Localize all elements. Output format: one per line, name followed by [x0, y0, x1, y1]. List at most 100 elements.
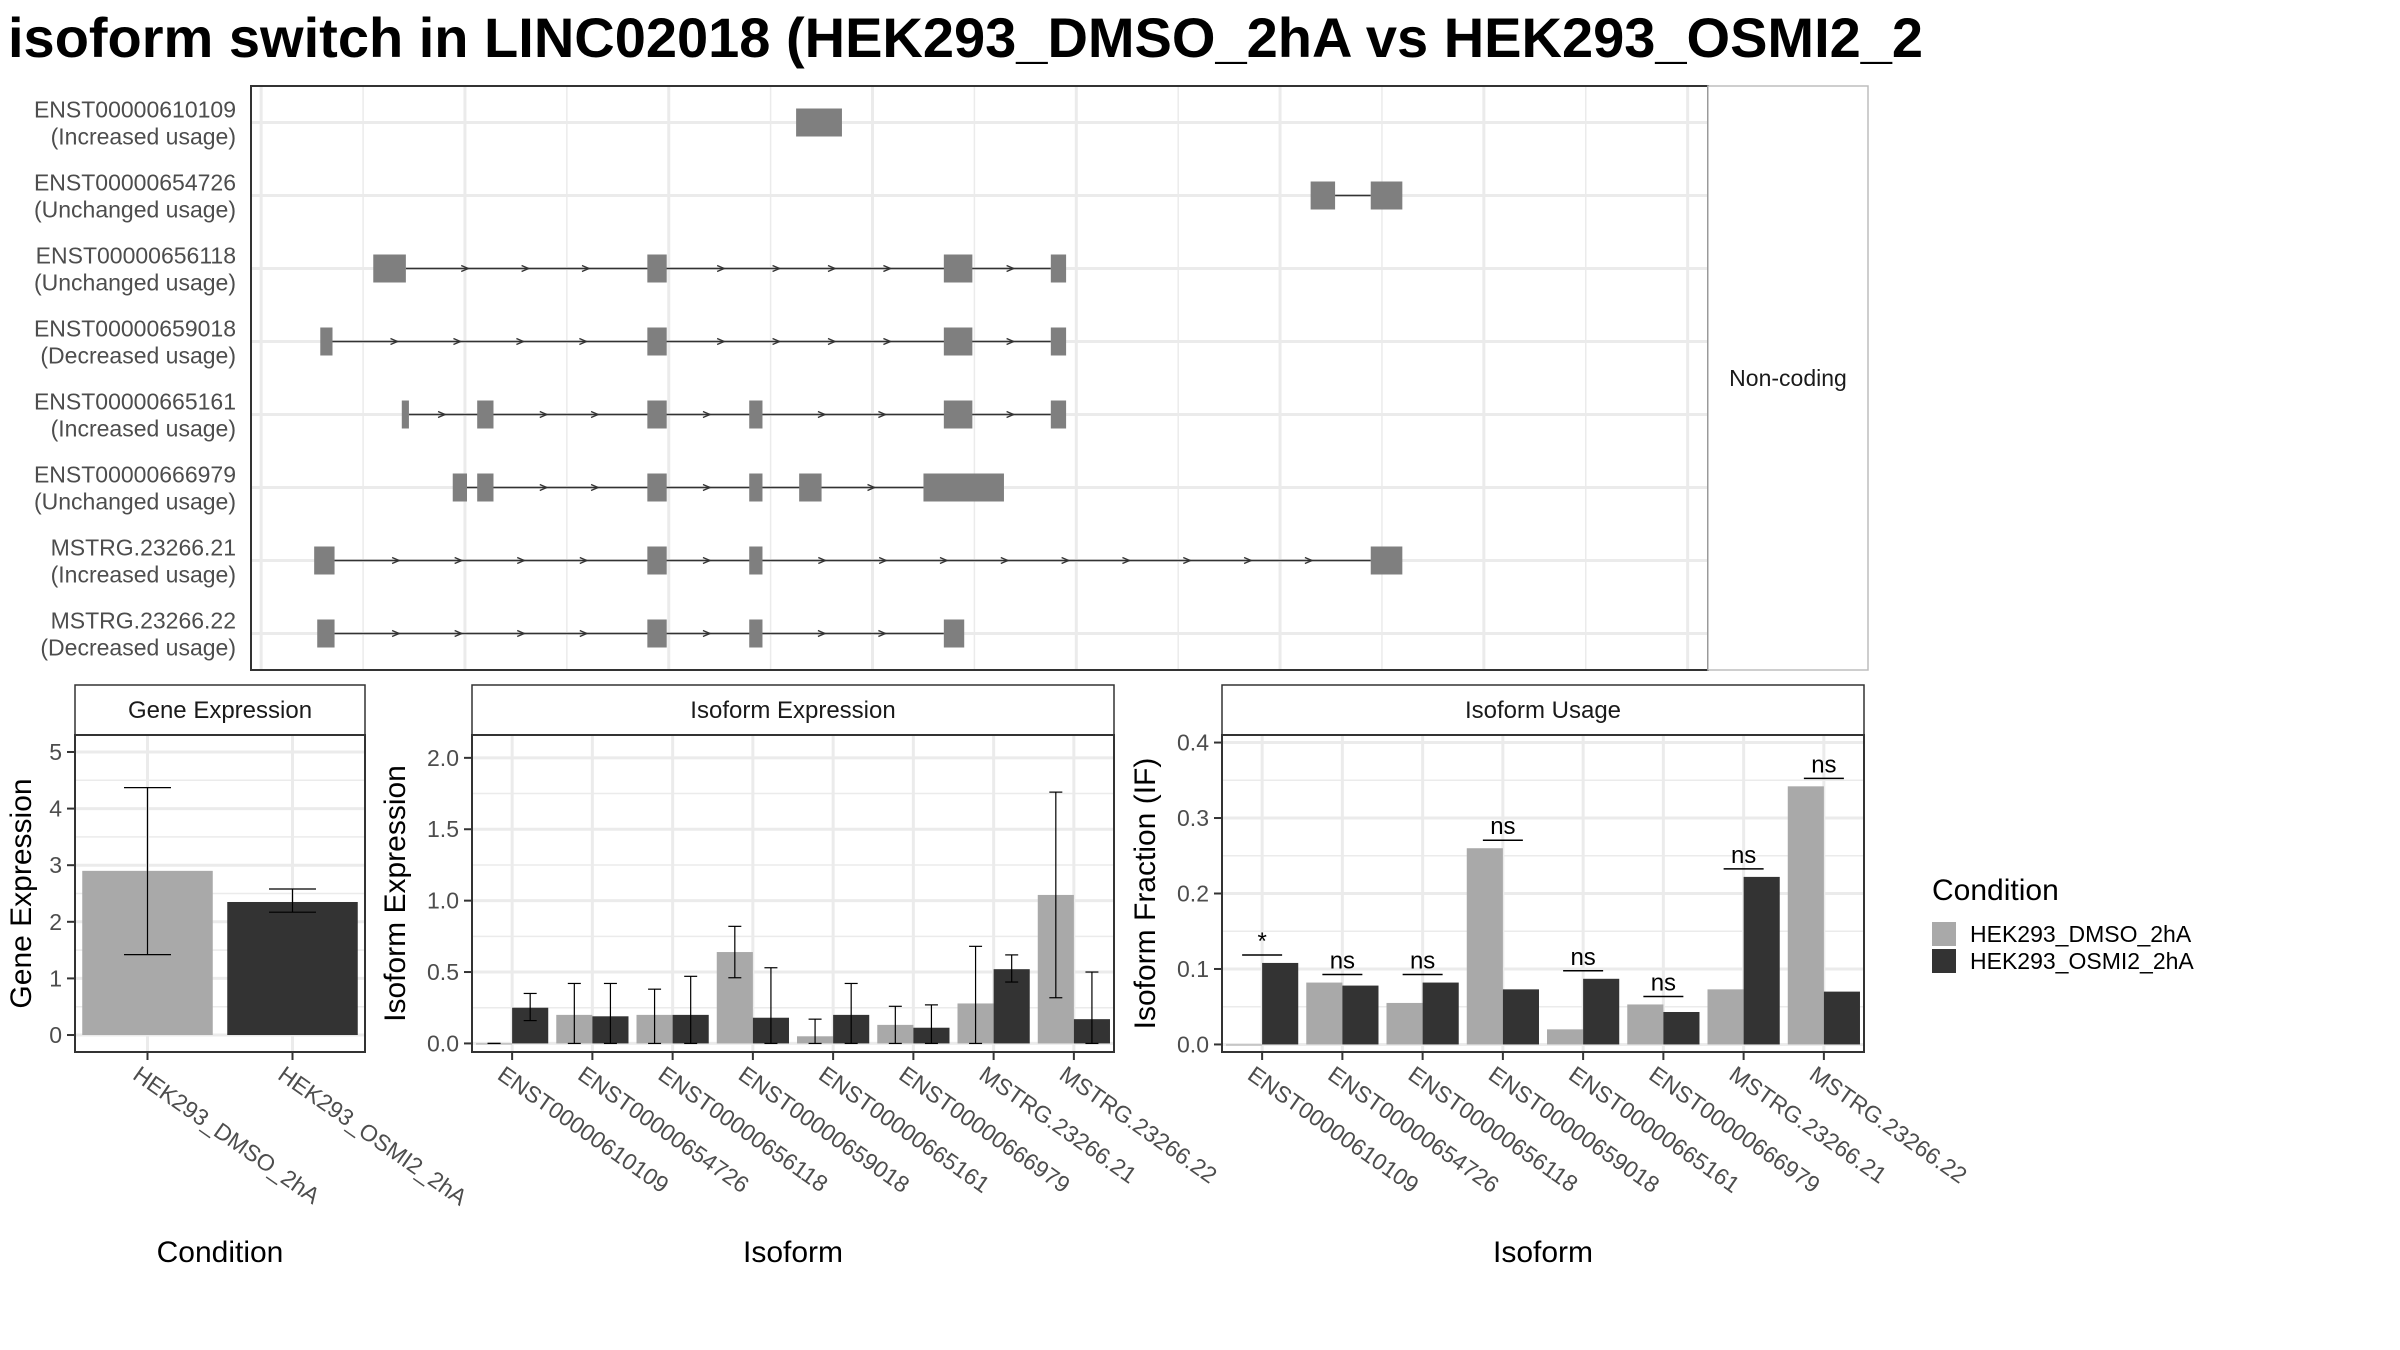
bar — [1707, 989, 1744, 1045]
exon-box — [749, 473, 763, 502]
significance-label: ns — [1570, 944, 1595, 971]
transcript-name-label: ENST00000654726 — [34, 170, 236, 196]
isoform-expression-panel: Isoform Expression0.00.51.01.52.0ENST000… — [379, 684, 1222, 1269]
bar — [1342, 985, 1379, 1045]
intron-direction-arrow — [539, 483, 549, 492]
exon-box — [943, 254, 973, 283]
x-axis-title: Isoform — [1493, 1236, 1593, 1269]
intron-direction-arrow — [1182, 556, 1193, 565]
intron-direction-arrow — [1006, 264, 1016, 273]
intron-direction-arrow — [539, 410, 549, 419]
intron-direction-arrow — [883, 264, 893, 273]
intron-direction-arrow — [878, 556, 888, 565]
transcript-name-label: ENST00000610109 — [34, 97, 236, 123]
isoform-usage-panel: Isoform Usage * ns ns ns ns ns ns ns 0.0 0.1 0.2 0.3… — [1129, 684, 1972, 1269]
intron-direction-arrow — [454, 556, 464, 565]
intron-direction-arrow — [817, 629, 827, 638]
bar — [1466, 848, 1503, 1045]
y-tick-label: 0.1 — [1177, 956, 1209, 982]
bar — [1226, 1044, 1263, 1046]
intron-direction-arrow — [1061, 556, 1071, 565]
transcript-usage-label: (Unchanged usage) — [34, 270, 236, 296]
y-tick-label: 0.3 — [1177, 805, 1209, 831]
y-tick-label: 1 — [49, 965, 62, 991]
intron-direction-arrow — [453, 337, 463, 346]
exon-box — [1370, 181, 1403, 210]
intron-direction-arrow — [772, 337, 782, 346]
exon-box — [373, 254, 406, 283]
transcript-usage-label: (Decreased usage) — [40, 343, 236, 369]
intron-direction-arrow — [818, 556, 828, 565]
exon-box — [477, 473, 494, 502]
transcript-usage-label: (Unchanged usage) — [34, 489, 236, 515]
legend-swatch — [1932, 949, 1956, 973]
exon-box — [452, 473, 468, 502]
intron-direction-arrow — [590, 410, 600, 419]
panel-strip — [471, 684, 1115, 736]
bar — [1663, 1011, 1700, 1045]
bar — [227, 901, 358, 1036]
intron-direction-arrow — [817, 410, 827, 419]
significance-label: ns — [1330, 948, 1355, 975]
y-tick-label: 0.4 — [1177, 730, 1209, 756]
intron-direction-arrow — [702, 410, 712, 419]
transcript-name-label: ENST00000656118 — [36, 243, 236, 269]
y-axis-title: Gene Expression — [5, 778, 38, 1008]
transcript-name-label: MSTRG.23266.21 — [51, 535, 236, 561]
y-tick-label: 0.0 — [1177, 1031, 1209, 1057]
exon-box — [749, 619, 763, 648]
bar — [1306, 982, 1343, 1045]
transcript-structure-panel: ENST00000610109(Increased usage)ENST0000… — [34, 85, 1869, 671]
intron-direction-arrow — [1000, 556, 1010, 565]
bar — [1583, 978, 1620, 1045]
transcript-usage-label: (Increased usage) — [51, 124, 236, 150]
panel-border — [471, 734, 1115, 1053]
structure-plot-background — [251, 86, 1708, 670]
intron-direction-arrow — [1006, 337, 1016, 346]
y-tick-label: 5 — [49, 739, 62, 765]
y-axis-title: Isoform Expression — [379, 765, 412, 1022]
intron-direction-arrow — [581, 264, 591, 273]
intron-direction-arrow — [579, 337, 589, 346]
exon-box — [1050, 327, 1067, 356]
exon-box — [647, 400, 667, 429]
transcript-usage-label: (Decreased usage) — [40, 635, 236, 661]
y-tick-label: 0.2 — [1177, 881, 1209, 907]
legend-item-label: HEK293_DMSO_2hA — [1970, 921, 2192, 947]
exon-box — [749, 546, 763, 575]
significance-label: ns — [1651, 969, 1676, 996]
intron-direction-arrow — [716, 337, 726, 346]
structure-strip-label: Non-coding — [1729, 365, 1847, 391]
exon-box — [799, 473, 822, 502]
transcript-usage-label: (Unchanged usage) — [34, 197, 236, 223]
structure-strip — [1707, 85, 1869, 671]
legend-title: Condition — [1932, 874, 2059, 907]
intron-direction-arrow — [391, 556, 401, 565]
y-tick-label: 1.5 — [427, 816, 459, 842]
exon-box — [943, 400, 973, 429]
x-axis-title: Condition — [157, 1236, 284, 1269]
significance-label: ns — [1410, 948, 1435, 975]
exon-box — [749, 400, 763, 429]
intron-direction-arrow — [867, 483, 877, 492]
bar — [1787, 786, 1824, 1045]
intron-direction-arrow — [702, 556, 712, 565]
panel-strip-title: Isoform Expression — [690, 697, 895, 724]
intron-direction-arrow — [590, 483, 600, 492]
exon-box — [314, 546, 335, 575]
intron-direction-arrow — [702, 483, 712, 492]
intron-direction-arrow — [1006, 410, 1016, 419]
intron-direction-arrow — [772, 264, 782, 273]
intron-direction-arrow — [579, 629, 589, 638]
intron-direction-arrow — [827, 337, 837, 346]
bar — [1422, 982, 1459, 1045]
bar — [1547, 1029, 1584, 1045]
transcript-usage-label: (Increased usage) — [51, 416, 236, 442]
bar — [1743, 876, 1780, 1045]
exon-box — [1050, 254, 1067, 283]
exon-box — [923, 473, 1004, 502]
intron-direction-arrow — [579, 556, 589, 565]
intron-direction-arrow — [437, 410, 447, 419]
y-tick-label: 0 — [49, 1022, 62, 1048]
